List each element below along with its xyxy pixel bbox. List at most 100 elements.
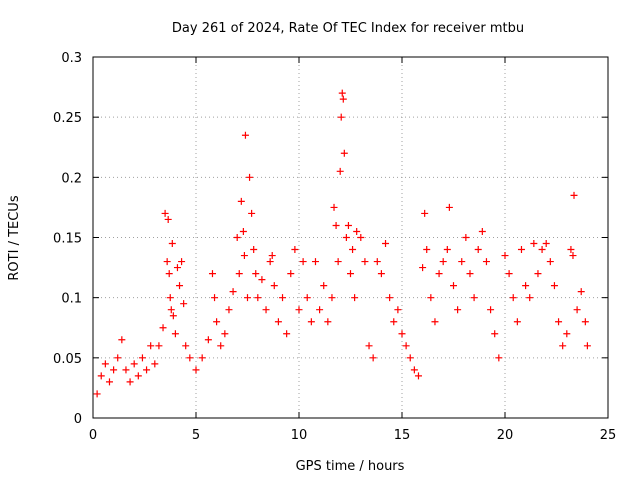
data-point	[166, 294, 174, 302]
data-point	[398, 330, 406, 338]
data-point	[217, 342, 225, 350]
data-point	[505, 270, 513, 278]
y-tick-label: 0.15	[53, 232, 82, 247]
x-tick-label: 15	[394, 428, 411, 443]
data-point	[208, 270, 216, 278]
data-point	[427, 294, 435, 302]
data-point	[97, 372, 105, 380]
tick-labels: 0 5 10 15 20 25 0 0.05 0.1 0.15 0.2 0.25 0.3	[53, 51, 616, 443]
data-points	[93, 89, 591, 398]
data-point	[134, 372, 142, 380]
data-point	[266, 258, 274, 266]
data-point	[330, 203, 338, 211]
y-axis-label: ROTI / TECUs	[7, 195, 22, 280]
data-point	[211, 294, 219, 302]
data-point	[538, 246, 546, 254]
y-tick-label: 0.25	[53, 111, 82, 126]
data-point	[581, 318, 589, 326]
data-point	[555, 318, 563, 326]
data-point	[240, 252, 248, 260]
data-point	[353, 227, 361, 235]
data-point	[244, 294, 251, 302]
data-point	[338, 89, 346, 97]
data-point	[241, 131, 249, 139]
data-point	[173, 264, 181, 272]
data-point	[386, 294, 394, 302]
data-point	[419, 264, 427, 272]
data-point	[577, 288, 585, 296]
data-point	[349, 246, 357, 254]
data-point	[299, 258, 307, 266]
data-point	[126, 378, 134, 386]
data-point	[435, 270, 443, 278]
data-point	[168, 240, 176, 248]
data-point	[421, 209, 429, 217]
data-point	[171, 330, 179, 338]
data-point	[513, 318, 521, 326]
x-tick-label: 25	[600, 428, 617, 443]
data-point	[470, 294, 478, 302]
data-point	[307, 318, 315, 326]
data-point	[431, 318, 439, 326]
data-point	[573, 306, 581, 314]
data-point	[165, 270, 173, 278]
x-tick-label: 10	[291, 428, 308, 443]
data-point	[559, 342, 567, 350]
data-point	[198, 354, 206, 362]
data-point	[225, 306, 233, 314]
data-point	[254, 294, 262, 302]
data-point	[295, 306, 303, 314]
data-point	[303, 294, 311, 302]
data-point	[182, 342, 190, 350]
data-point	[474, 246, 482, 254]
data-point	[347, 270, 354, 278]
data-point	[501, 252, 509, 260]
data-point	[192, 366, 200, 374]
data-point	[332, 221, 340, 229]
data-point	[450, 282, 457, 290]
data-point	[487, 306, 495, 314]
data-point	[237, 197, 245, 205]
data-point	[410, 366, 418, 374]
chart-title: Day 261 of 2024, Rate Of TEC Index for r…	[172, 21, 524, 36]
data-point	[390, 318, 398, 326]
data-point	[482, 258, 490, 266]
data-point	[344, 221, 352, 229]
y-tick-label: 0.1	[61, 292, 82, 307]
data-point	[239, 227, 247, 235]
data-point	[361, 258, 369, 266]
x-tick-label: 5	[192, 428, 200, 443]
data-point	[339, 95, 347, 103]
data-point	[509, 294, 517, 302]
data-point	[466, 270, 474, 278]
data-point	[147, 342, 155, 350]
data-point	[204, 336, 212, 344]
data-point	[235, 270, 243, 278]
data-point	[258, 276, 266, 284]
data-point	[316, 306, 324, 314]
y-tick-label: 0.2	[61, 171, 82, 186]
data-point	[143, 366, 151, 374]
data-point	[365, 342, 373, 350]
data-point	[526, 294, 534, 302]
data-point	[213, 318, 221, 326]
data-point	[478, 227, 486, 235]
y-tick-label: 0	[74, 412, 82, 427]
data-point	[351, 294, 359, 302]
data-point	[180, 300, 188, 308]
x-tick-label: 20	[497, 428, 514, 443]
plot-frame	[92, 56, 609, 419]
data-point	[283, 330, 291, 338]
data-point	[138, 354, 146, 362]
data-point	[406, 354, 414, 362]
data-point	[221, 330, 229, 338]
data-point	[458, 258, 466, 266]
data-point	[229, 288, 237, 296]
y-tick-label: 0.05	[53, 352, 82, 367]
data-point	[287, 270, 295, 278]
data-point	[402, 342, 410, 350]
data-point	[262, 306, 270, 314]
data-point	[563, 330, 571, 338]
data-point	[167, 306, 175, 314]
